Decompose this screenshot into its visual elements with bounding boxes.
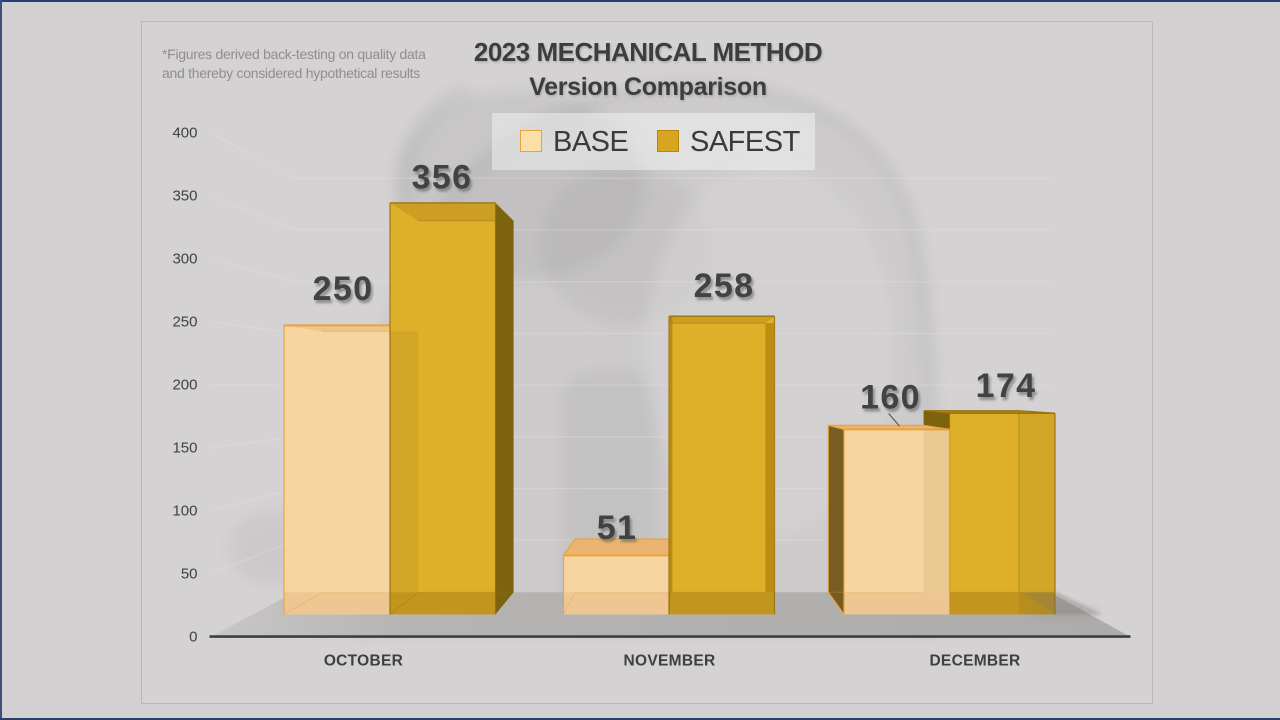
svg-text:400: 400 (172, 125, 197, 142)
svg-text:250: 250 (172, 314, 197, 331)
svg-text:DECEMBER: DECEMBER (929, 653, 1020, 670)
svg-text:174: 174 (978, 370, 1039, 408)
svg-text:50: 50 (181, 566, 198, 583)
svg-text:OCTOBER: OCTOBER (324, 653, 403, 670)
svg-text:100: 100 (172, 503, 197, 520)
svg-text:250: 250 (315, 273, 376, 311)
svg-text:0: 0 (189, 629, 197, 646)
svg-text:NOVEMBER: NOVEMBER (624, 653, 716, 670)
svg-text:250: 250 (313, 270, 374, 308)
svg-text:51: 51 (597, 509, 637, 547)
svg-text:160: 160 (862, 382, 923, 420)
svg-text:200: 200 (172, 377, 197, 394)
svg-text:258: 258 (696, 270, 757, 308)
svg-text:160: 160 (860, 379, 921, 417)
svg-text:174: 174 (976, 367, 1037, 405)
svg-text:356: 356 (412, 159, 473, 197)
svg-text:300: 300 (172, 251, 197, 268)
svg-text:150: 150 (172, 440, 197, 457)
svg-text:356: 356 (414, 162, 475, 200)
svg-text:350: 350 (172, 188, 197, 205)
svg-text:51: 51 (599, 512, 639, 550)
svg-text:258: 258 (694, 267, 755, 305)
